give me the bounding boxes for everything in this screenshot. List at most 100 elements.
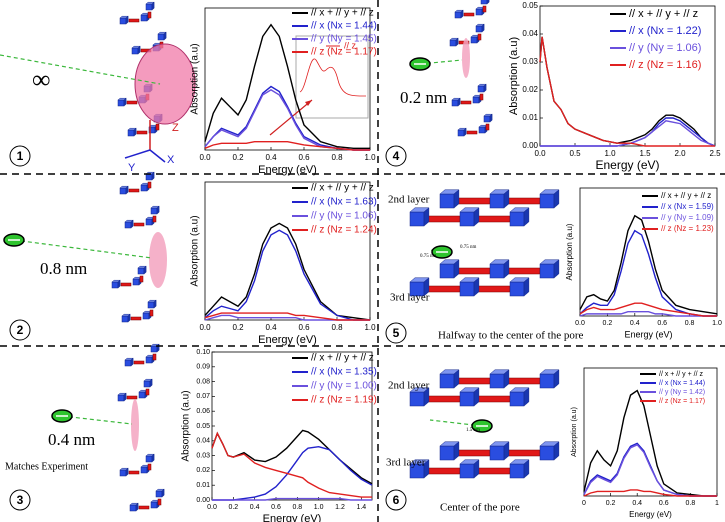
- y-tick-label: 0.03: [196, 452, 210, 459]
- linker: [503, 197, 541, 205]
- x-tick-label: 0.0: [199, 323, 211, 332]
- cube: [140, 466, 148, 474]
- cube: [147, 301, 155, 309]
- cube-side: [453, 369, 460, 389]
- cube: [138, 391, 146, 399]
- linker: [453, 377, 491, 385]
- cube-side: [156, 205, 160, 215]
- caption: Halfway to the center of the pore: [438, 330, 583, 342]
- y-tick-label: 0.10: [196, 349, 210, 356]
- cube-side: [423, 277, 430, 297]
- axis-letter: X: [167, 154, 175, 166]
- y-axis-label: Absorption (a.u): [181, 390, 192, 461]
- axis-letter: Z: [172, 122, 179, 134]
- cube: [145, 455, 153, 463]
- y-tick-label: 0.01: [196, 482, 210, 489]
- cube: [145, 218, 153, 226]
- cube: [509, 211, 525, 227]
- cube-side: [125, 467, 129, 477]
- panel-number: 5: [393, 326, 400, 340]
- legend-label: // y (Ny = 1.00): [311, 381, 377, 392]
- cube: [124, 221, 132, 229]
- linker: [503, 267, 541, 275]
- linker: [423, 467, 461, 475]
- linker: [482, 5, 487, 13]
- cube: [454, 11, 462, 19]
- legend-label: // x + // y + // z: [629, 8, 698, 20]
- cube: [145, 356, 153, 364]
- cube: [129, 504, 137, 512]
- linker: [423, 395, 461, 403]
- panel-number: 4: [393, 149, 400, 163]
- cube: [119, 17, 127, 25]
- cube-side: [503, 369, 510, 389]
- distance-label: 0.4 nm: [48, 430, 95, 449]
- layer-label: 2nd layer: [388, 194, 430, 206]
- spacing-label: 0.75 nm: [460, 245, 477, 250]
- linker: [120, 282, 132, 287]
- cube: [150, 345, 158, 353]
- layer-label: 2nd layer: [388, 380, 430, 392]
- guide: [61, 415, 133, 425]
- y-tick-label: 0.08: [196, 378, 210, 385]
- x-tick-label: 0.8: [331, 323, 343, 332]
- cube-side: [460, 9, 464, 19]
- legend-label: // x (Nx = 1.44): [311, 21, 377, 32]
- cube-side: [423, 387, 430, 407]
- legend-label: // z (Nz = 1.17): [311, 47, 377, 58]
- cube: [483, 115, 491, 123]
- x-axis-label: Energy (eV): [595, 158, 659, 172]
- cube-side: [455, 37, 459, 47]
- legend-label: // x + // y + // z: [311, 353, 374, 364]
- linker: [473, 467, 511, 475]
- cube: [124, 359, 132, 367]
- x-tick-label: 0.6: [271, 504, 281, 511]
- cube-side: [453, 441, 460, 461]
- cube-side: [130, 357, 134, 367]
- cube: [459, 211, 475, 227]
- panel-circle: [385, 145, 407, 167]
- series-line: [583, 389, 717, 497]
- x-axis-label: Energy (eV): [629, 510, 672, 519]
- series-line: [204, 222, 371, 321]
- cube: [509, 463, 525, 479]
- series-line: [583, 442, 717, 497]
- cube: [439, 445, 455, 461]
- linker: [466, 130, 478, 135]
- legend-label: // x + // y + // z: [311, 183, 374, 194]
- cube: [451, 99, 459, 107]
- cube: [459, 391, 475, 407]
- linker: [128, 188, 140, 193]
- plot-frame: [539, 5, 716, 147]
- series-line: [211, 431, 372, 498]
- x-tick-label: 2.5: [709, 149, 721, 158]
- legend-label: // x (Nx = 1.44): [659, 380, 705, 387]
- plane: [134, 43, 196, 125]
- series-line: [583, 443, 717, 497]
- cube-side: [135, 502, 139, 512]
- cube: [439, 373, 455, 389]
- y-tick-label: 0.00: [196, 497, 210, 504]
- legend-label: // y (Ny = 1.42): [659, 389, 705, 396]
- y-tick-label: 0.07: [196, 393, 210, 400]
- panel-circle: [9, 145, 31, 167]
- linker: [477, 33, 482, 41]
- linker: [473, 395, 511, 403]
- x-tick-label: 0: [582, 500, 586, 507]
- cube-side: [423, 459, 430, 479]
- legend-label: // y (Ny = 1.06): [629, 42, 701, 54]
- cube-side: [151, 171, 155, 181]
- plot-frame: [204, 7, 371, 151]
- cube-side: [423, 207, 430, 227]
- x-tick-label: 0.2: [606, 500, 616, 507]
- y-tick-label: 0.04: [522, 29, 538, 38]
- x-tick-label: 0.8: [686, 500, 696, 507]
- cube-side: [503, 189, 510, 209]
- y-axis-label: Absorption (a.u): [190, 43, 201, 114]
- cube: [470, 36, 478, 44]
- legend-label: // x (Nx = 1.59): [661, 202, 714, 211]
- cube: [140, 14, 148, 22]
- y-tick-label: 0.05: [522, 1, 538, 10]
- panel-circle: [385, 322, 407, 344]
